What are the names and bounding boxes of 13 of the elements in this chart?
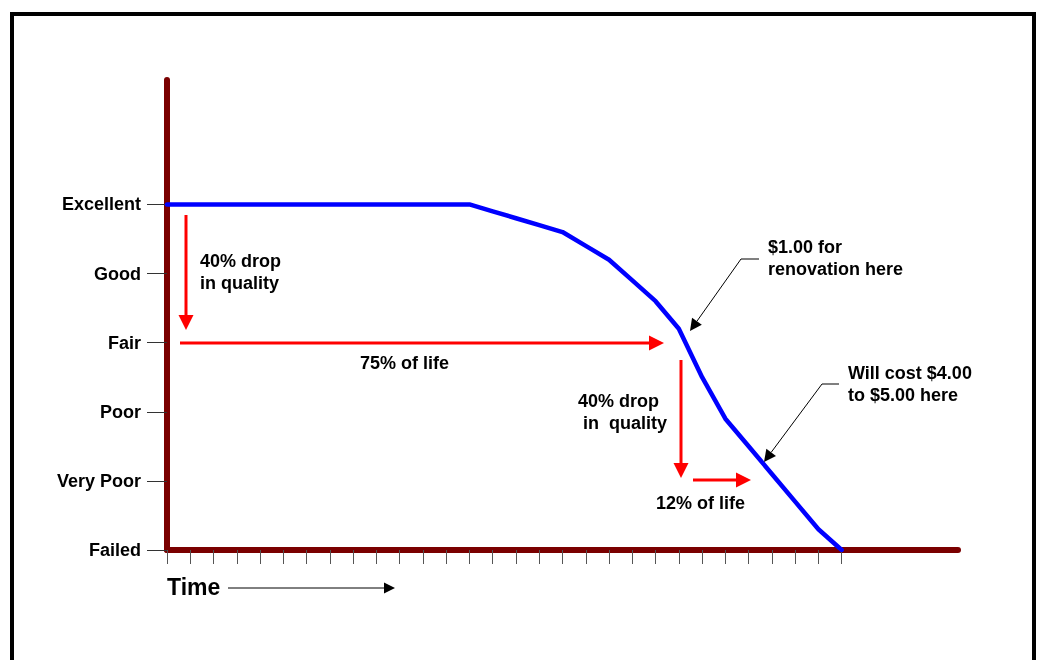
annotation: $1.00 for renovation here	[768, 237, 904, 279]
annotation: Will cost $4.00 to $5.00 here	[848, 363, 972, 405]
text: Fair	[107, 332, 141, 353]
annotation: 12% of life	[656, 493, 746, 513]
text: Excellent	[61, 194, 141, 215]
annotation: 40% drop in quality	[200, 251, 282, 293]
text: Very Poor	[56, 470, 141, 491]
text: Poor	[99, 401, 141, 422]
text: Good	[94, 263, 141, 284]
annotation: 75% of life	[360, 353, 450, 373]
x-axis-title: Time	[167, 573, 221, 600]
annotation: 40% drop in quality	[578, 391, 668, 433]
text: Failed	[88, 540, 141, 560]
